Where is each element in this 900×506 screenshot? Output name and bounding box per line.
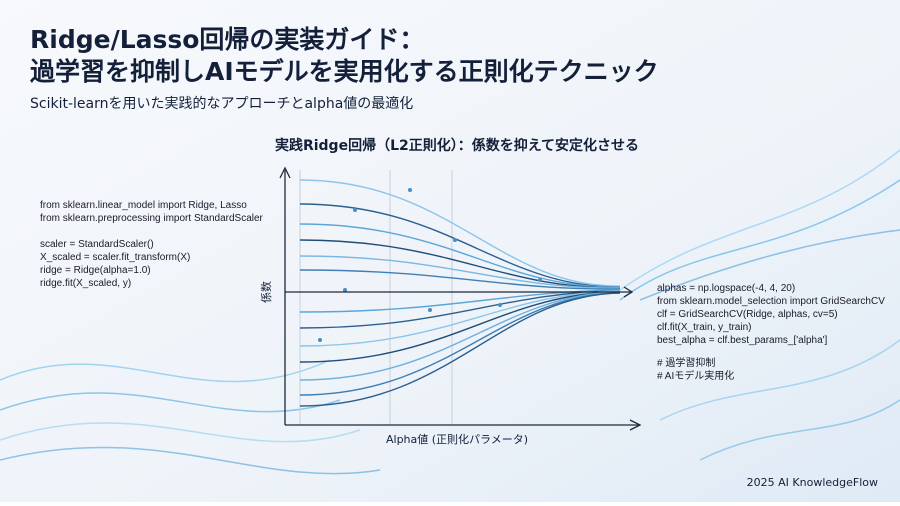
code-line: ridge = Ridge(alpha=1.0) (40, 265, 151, 276)
diagram-points (318, 188, 542, 342)
code-line: from sklearn.preprocessing import Standa… (40, 213, 264, 224)
code-line: # AIモデル実用化 (657, 369, 734, 382)
code-line: # 過学習抑制 (657, 356, 715, 369)
diagram-axes (279, 166, 642, 431)
code-line: X_scaled = scaler.fit_transform(X) (40, 252, 190, 263)
code-line: ridge.fit(X_scaled, y) (40, 278, 131, 289)
title-line: Ridge/Lasso回帰の実装ガイド： (30, 25, 424, 54)
code-line: clf = GridSearchCV(Ridge, alphas, cv=5) (657, 309, 838, 320)
footer: 2025 AI KnowledgeFlow (747, 476, 878, 489)
code-line: scaler = StandardScaler() (40, 239, 154, 250)
code-line: alphas = np.logspace(-4, 4, 20) (657, 283, 795, 294)
code-line: best_alpha = clf.best_params_['alpha'] (657, 335, 828, 346)
diagram-grid (299, 170, 453, 425)
subtitle: Scikit-learnを用いた実践的なアプローチとalpha値の最適化 (30, 95, 413, 112)
y-label: 係数 (260, 281, 273, 303)
decor-waves (0, 149, 900, 475)
code-line: from sklearn.linear_model import Ridge, … (40, 200, 247, 211)
x-label: Alpha値 (正則化パラメータ) (386, 432, 528, 446)
diagram-title: 実践Ridge回帰（L2正則化）：係数を抑えて安定化させる (275, 137, 639, 154)
code-line: from sklearn.model_selection import Grid… (657, 296, 885, 307)
code-line: clf.fit(X_train, y_train) (657, 322, 751, 333)
title-line: 過学習を抑制しAIモデルを実用化する正則化テクニック (30, 57, 659, 86)
